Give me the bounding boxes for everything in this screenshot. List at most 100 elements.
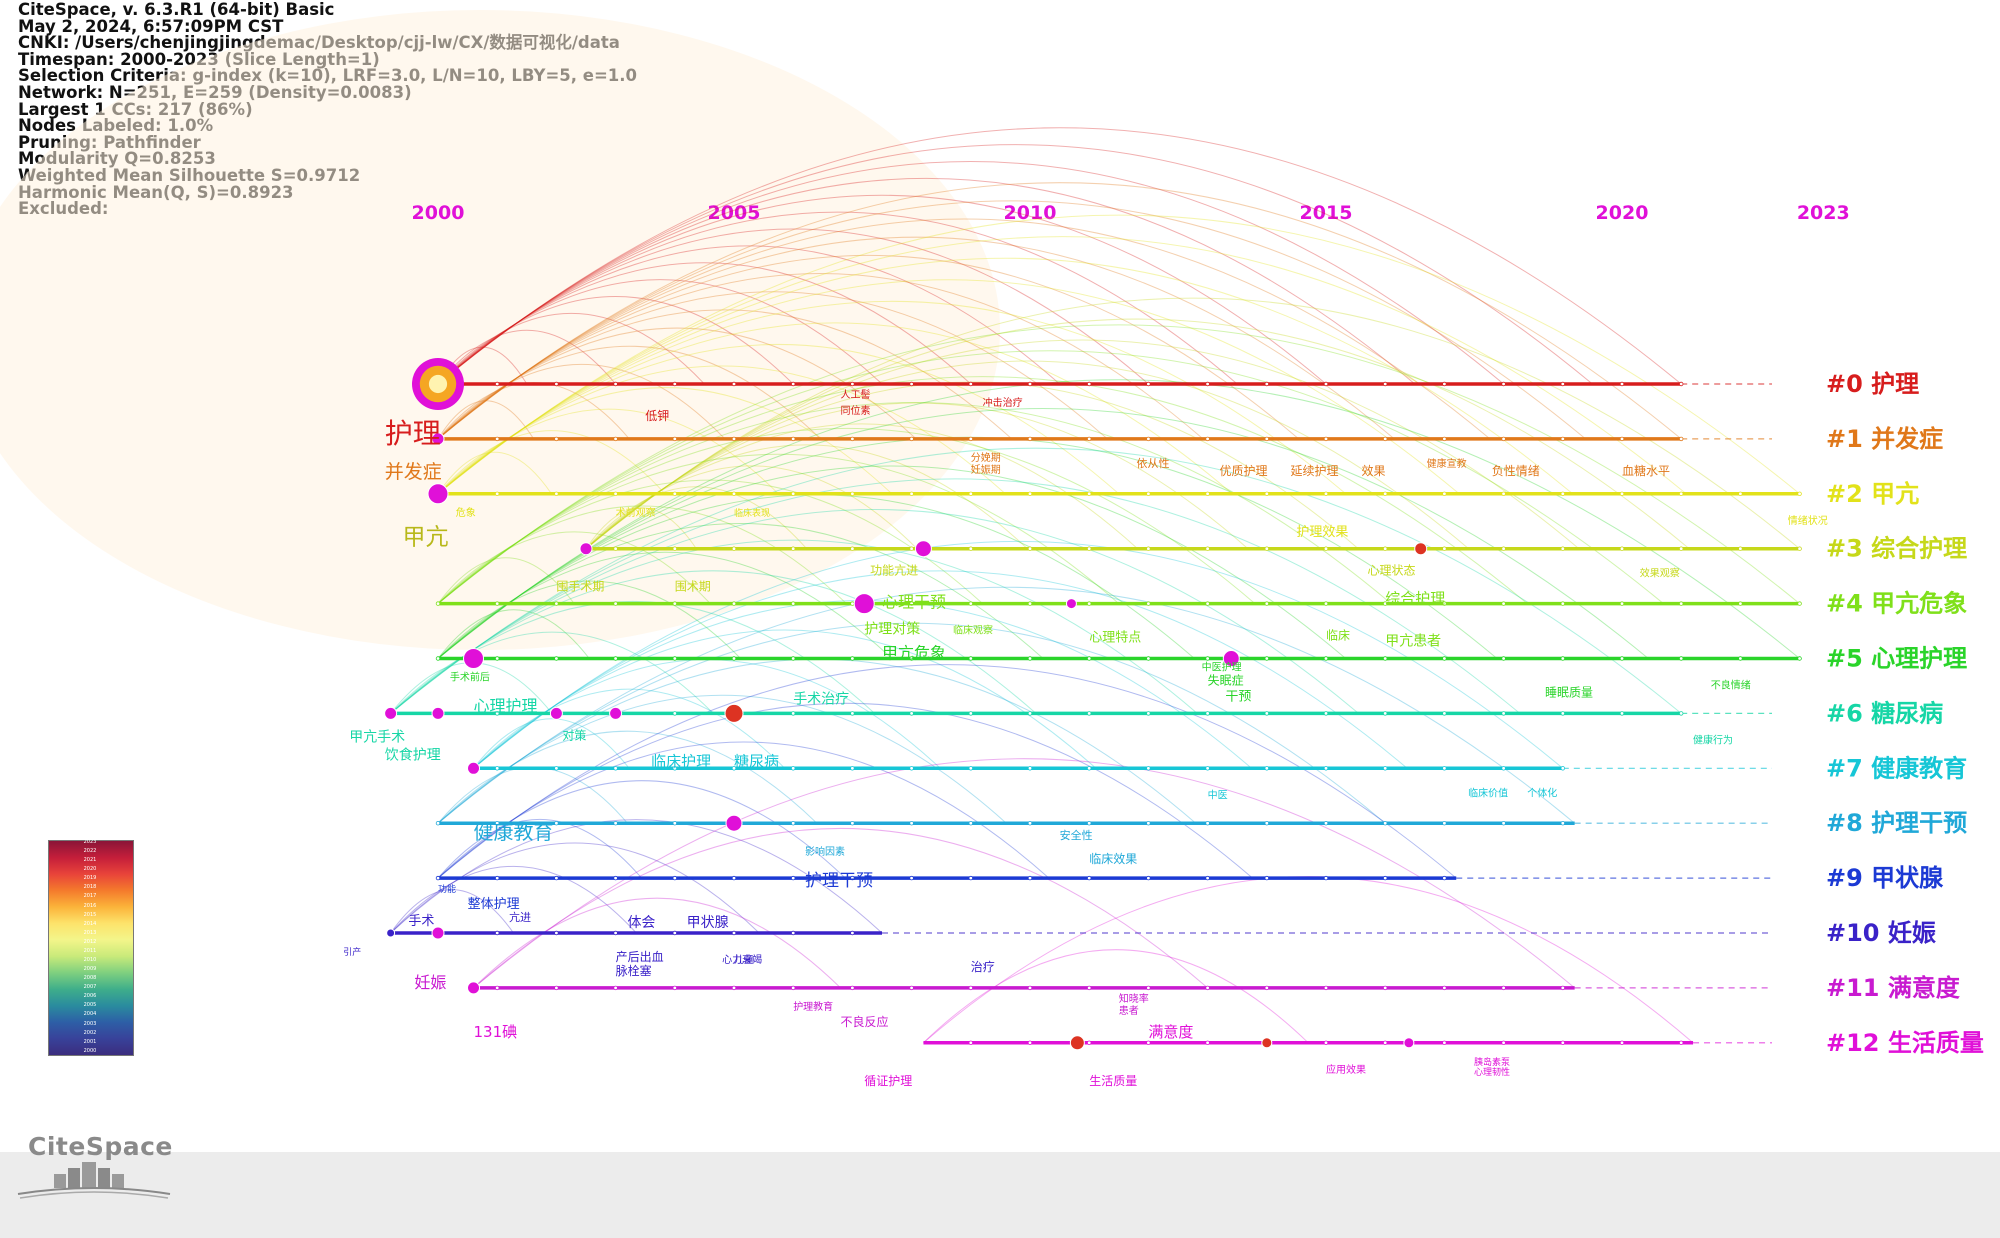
keyword-node	[431, 926, 445, 940]
co-occurrence-arc	[390, 842, 760, 934]
legend-year-label: 2017	[83, 893, 97, 900]
co-occurrence-arc	[437, 365, 1006, 495]
keyword-label: 效果	[1362, 463, 1386, 478]
year-axis-label: 2005	[708, 202, 761, 224]
keyword-node-small	[1146, 656, 1151, 661]
keyword-node-small	[1382, 875, 1388, 881]
keyword-node-small	[1501, 711, 1506, 716]
keyword-node-small	[791, 491, 796, 496]
keyword-node-small	[1678, 546, 1684, 551]
keyword-node-small	[731, 985, 737, 991]
keyword-label: 心理特点	[1089, 631, 1141, 646]
keyword-node-small	[1501, 656, 1506, 661]
cluster-label: #10 妊娠	[1826, 919, 1936, 947]
keyword-node	[725, 814, 743, 832]
keyword-node-small	[1442, 491, 1447, 496]
keyword-label: 低钾	[645, 409, 669, 423]
keyword-node-small	[909, 546, 914, 551]
keyword-node-small	[1205, 711, 1210, 716]
keyword-node-small	[672, 985, 677, 991]
co-occurrence-arc	[437, 531, 711, 604]
co-occurrence-arc	[437, 741, 1050, 879]
keyword-label: 护理干预	[805, 871, 873, 891]
legend-year-label: 2003	[83, 1020, 97, 1027]
keyword-label: 护理效果	[1296, 525, 1348, 540]
co-occurrence-arc	[437, 329, 616, 385]
co-occurrence-arc	[585, 360, 1469, 550]
keyword-node-small	[1501, 491, 1506, 496]
co-occurrence-arc	[437, 427, 1256, 604]
co-occurrence-arc	[437, 228, 1149, 385]
keyword-node-small	[495, 875, 500, 881]
keyword-node-small	[613, 875, 618, 881]
keyword-node-small	[968, 766, 973, 771]
year-axis-label: 2015	[1300, 202, 1353, 224]
keyword-node-small	[1738, 491, 1743, 496]
co-occurrence-arc	[923, 876, 1694, 1044]
keyword-node-small	[1442, 711, 1447, 716]
keyword-node-small	[1738, 601, 1743, 606]
co-occurrence-arc	[437, 694, 1007, 824]
keyword-node-small	[1382, 546, 1388, 551]
keyword-label: 生活质量	[1089, 1074, 1137, 1088]
keyword-label: 脉栓塞	[616, 963, 652, 978]
keyword-node-small	[731, 601, 737, 606]
keyword-node	[853, 593, 875, 615]
co-occurrence-arc	[390, 889, 514, 934]
keyword-node-small	[909, 766, 914, 771]
legend-year-label: 2020	[83, 866, 97, 873]
keyword-node-small	[1323, 1040, 1329, 1045]
keyword-label: 效果观察	[1640, 567, 1680, 580]
keyword-node-small	[850, 821, 855, 826]
keyword-node-small	[791, 436, 796, 442]
keyword-node-small	[554, 656, 559, 661]
keyword-node-small	[613, 491, 618, 496]
keyword-node-small	[1619, 381, 1625, 387]
co-occurrence-arc	[437, 557, 575, 604]
keyword-node-small	[1205, 1040, 1210, 1045]
keyword-node-small	[791, 985, 796, 991]
keyword-node-small	[495, 381, 500, 387]
co-occurrence-arc	[437, 211, 1238, 385]
co-occurrence-arc	[473, 629, 1097, 769]
keyword-node-small	[1086, 491, 1092, 496]
co-occurrence-arc	[437, 453, 1120, 604]
keyword-node-small	[1027, 766, 1033, 771]
keyword-node-small	[495, 436, 500, 442]
keyword-node-small	[1086, 381, 1092, 387]
keyword-node-small	[1323, 381, 1329, 387]
keyword-node-small	[554, 875, 559, 881]
keyword-node-small	[791, 601, 796, 606]
keyword-node-small	[1264, 821, 1269, 826]
keyword-node-small	[1619, 601, 1625, 606]
keyword-node	[1065, 598, 1077, 610]
keyword-node-small	[1619, 436, 1625, 442]
keyword-node	[1261, 1037, 1273, 1049]
keyword-node-small	[1323, 766, 1329, 771]
keyword-node-small	[1382, 711, 1388, 716]
keyword-node-small	[731, 930, 737, 936]
keyword-node-small	[1027, 491, 1033, 496]
co-occurrence-arc	[437, 194, 1327, 385]
keyword-node-small	[791, 656, 796, 661]
cluster-label: #4 甲亢危象	[1826, 590, 1967, 618]
keyword-node-small	[1146, 601, 1151, 606]
keyword-node-small	[1146, 985, 1151, 991]
keyword-node-small	[850, 711, 855, 716]
keyword-node-small	[1619, 546, 1625, 551]
keyword-node-small	[554, 985, 559, 991]
keyword-node-small	[1323, 436, 1329, 442]
keyword-label: 护理教育	[793, 1000, 833, 1013]
keyword-node-small	[1264, 656, 1269, 661]
keyword-label: 综合护理	[1385, 590, 1445, 608]
keyword-node-small	[495, 491, 500, 496]
keyword-label: 心理干预	[882, 593, 946, 612]
co-occurrence-arc	[437, 387, 893, 495]
co-occurrence-arc	[390, 478, 1521, 714]
keyword-node-small	[1619, 1040, 1625, 1045]
cluster-label: #0 护理	[1826, 370, 1919, 398]
co-occurrence-arc	[437, 279, 1460, 495]
keyword-node-small	[1027, 601, 1033, 606]
keyword-node-small	[1264, 766, 1269, 771]
co-occurrence-arc	[390, 539, 1198, 714]
